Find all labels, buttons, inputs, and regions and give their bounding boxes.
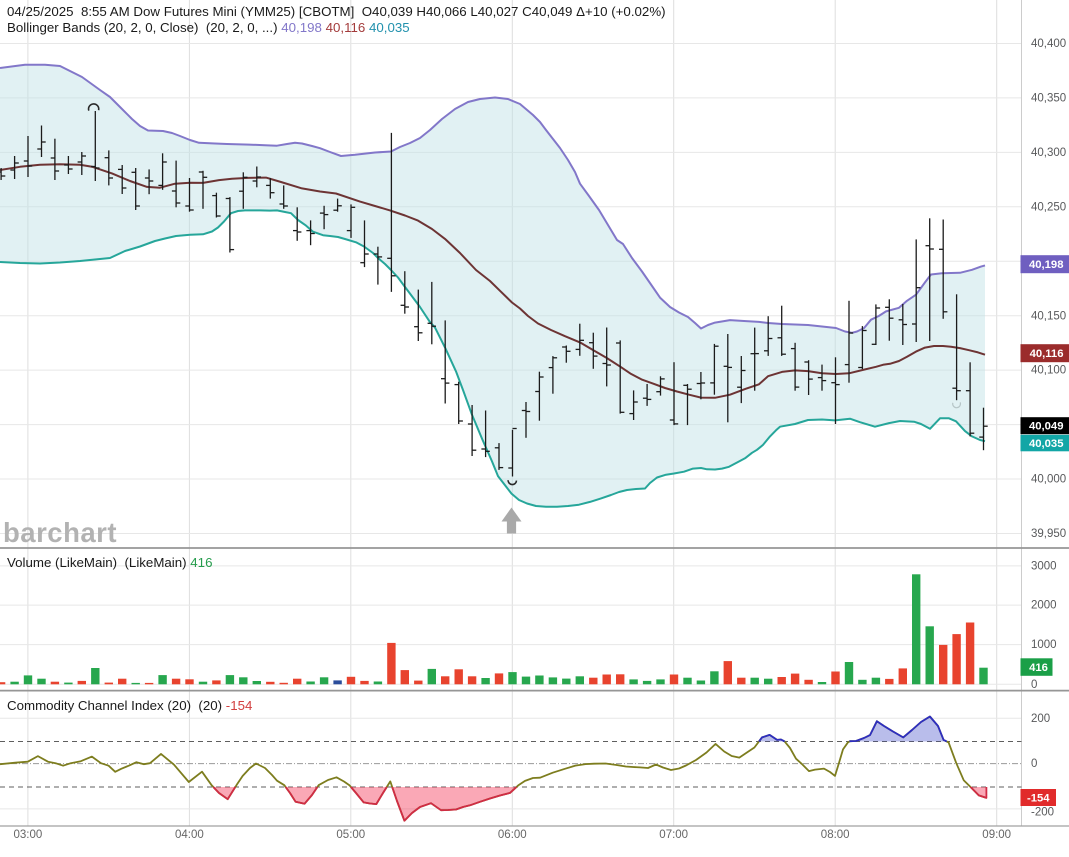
svg-text:2000: 2000 — [1031, 600, 1057, 612]
svg-text:03:00: 03:00 — [14, 829, 43, 841]
svg-text:08:00: 08:00 — [821, 829, 850, 841]
svg-text:40,035: 40,035 — [1029, 438, 1064, 450]
svg-text:40,400: 40,400 — [1031, 38, 1066, 50]
svg-text:40,000: 40,000 — [1031, 474, 1066, 486]
svg-text:40,198: 40,198 — [1029, 259, 1064, 271]
svg-text:40,300: 40,300 — [1031, 147, 1066, 159]
svg-text:07:00: 07:00 — [659, 829, 688, 841]
svg-text:Commodity Channel Index (20): Commodity Channel Index (20) (20) -154 — [7, 698, 252, 713]
svg-text:06:00: 06:00 — [498, 829, 527, 841]
svg-text:40,049: 40,049 — [1029, 421, 1064, 433]
svg-text:39,950: 39,950 — [1031, 528, 1066, 540]
svg-text:Bollinger Bands (20, 2, 0, Clo: Bollinger Bands (20, 2, 0, Close) (20, 2… — [7, 20, 410, 35]
svg-text:09:00: 09:00 — [982, 829, 1011, 841]
svg-text:40,150: 40,150 — [1031, 310, 1066, 322]
svg-text:3000: 3000 — [1031, 561, 1057, 573]
svg-text:40,250: 40,250 — [1031, 201, 1066, 213]
svg-text:-154: -154 — [1027, 793, 1050, 805]
svg-text:40,100: 40,100 — [1031, 365, 1066, 377]
svg-text:40,116: 40,116 — [1030, 348, 1064, 360]
svg-text:05:00: 05:00 — [336, 829, 365, 841]
svg-text:200: 200 — [1031, 713, 1050, 725]
svg-text:04:00: 04:00 — [175, 829, 204, 841]
svg-text:40,350: 40,350 — [1031, 93, 1066, 105]
svg-text:-200: -200 — [1031, 807, 1054, 819]
svg-text:416: 416 — [1029, 662, 1048, 674]
svg-text:barchart: barchart — [3, 517, 117, 548]
svg-text:0: 0 — [1031, 679, 1037, 691]
svg-text:04/25/2025 8:55 AM Dow Future: 04/25/2025 8:55 AM Dow Futures Mini (YMM… — [7, 4, 666, 19]
svg-text:0: 0 — [1031, 758, 1037, 770]
svg-text:1000: 1000 — [1031, 639, 1057, 651]
svg-text:Volume (LikeMain) (LikeMain): Volume (LikeMain) (LikeMain) 416 — [7, 555, 212, 570]
